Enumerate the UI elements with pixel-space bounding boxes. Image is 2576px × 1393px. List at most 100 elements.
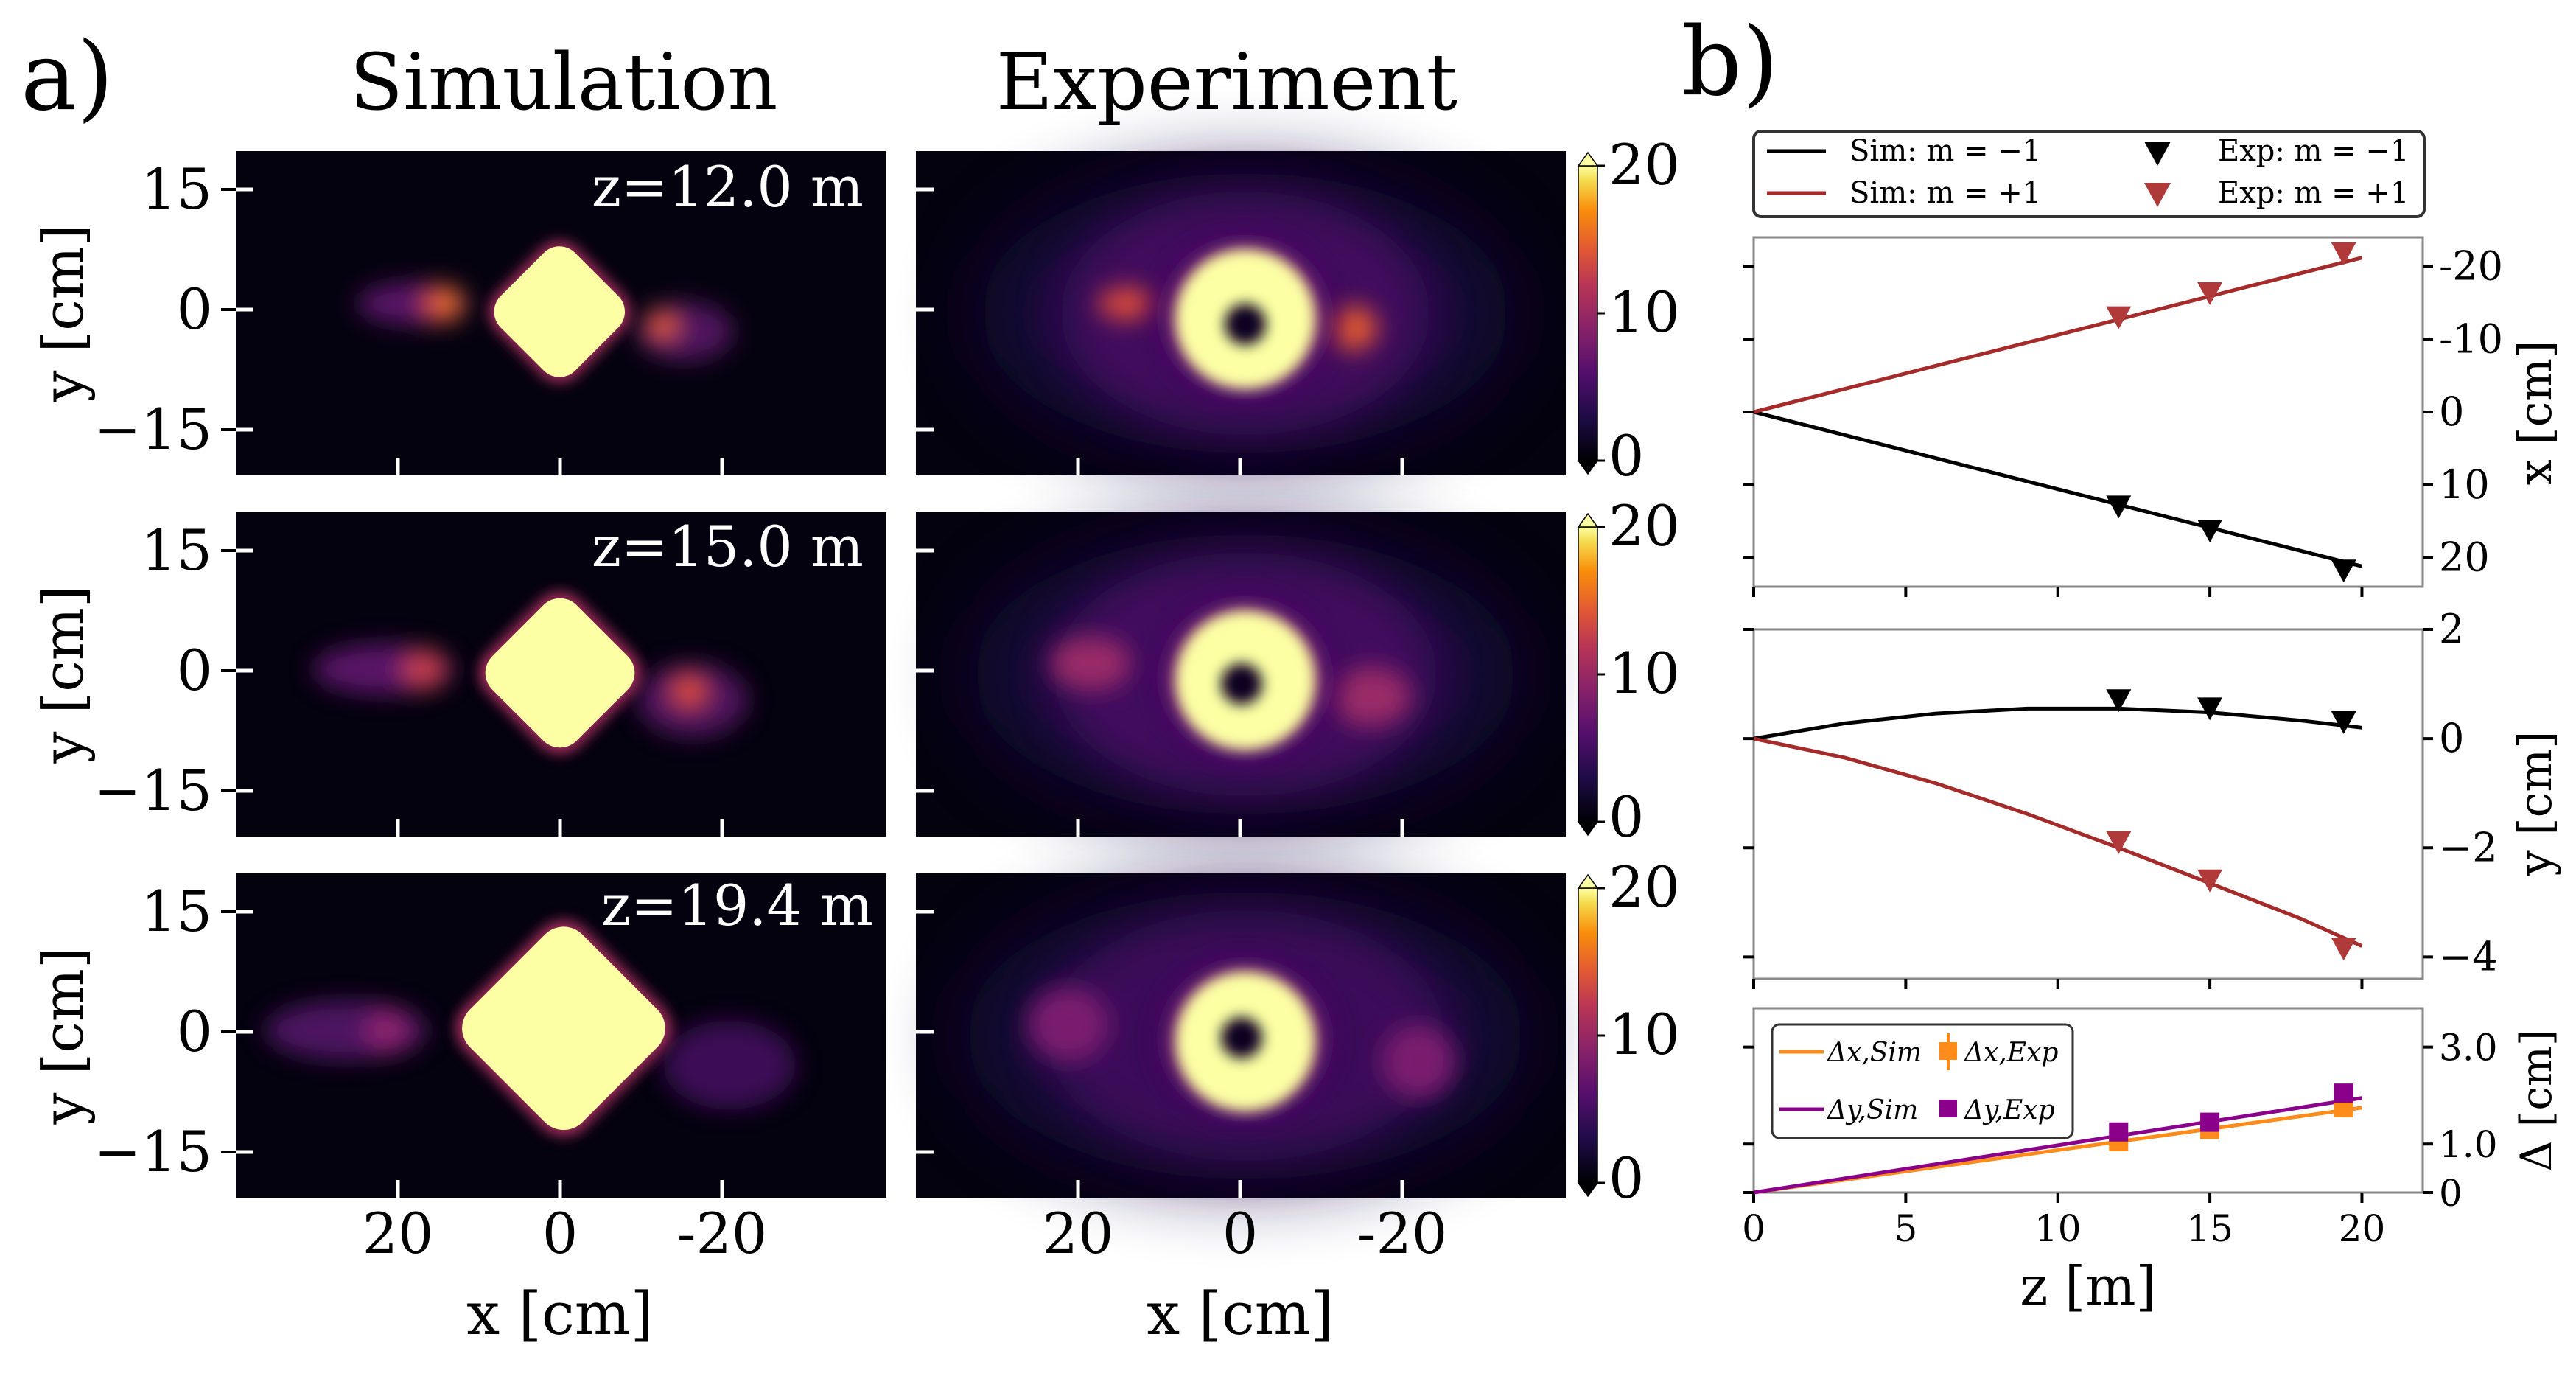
- y-axis-label-r2: y [cm]: [30, 585, 96, 764]
- ytick-label: −2: [2439, 824, 2498, 870]
- colorbar-row2: [1577, 512, 1599, 837]
- z-axis-label: z [m]: [2020, 1255, 2156, 1317]
- ytick-label: 10: [2439, 461, 2490, 508]
- heatmap-ticks: [236, 187, 1404, 1198]
- series-line: [1753, 736, 2363, 948]
- colorbar-tick-labels: 20 10 0 20 10 0 20 10 0: [1609, 132, 1680, 1211]
- simulation-title: Simulation: [350, 37, 778, 128]
- data-marker: [2106, 689, 2132, 713]
- panel-a-label: a): [21, 22, 113, 132]
- delta-plot: 0 1.0 3.0 0 5 10 15 20: [1742, 1027, 2497, 1250]
- data-marker: [2197, 282, 2223, 306]
- legend-delta: Δx,Sim Δx,Exp Δy,Sim Δy,Exp: [1771, 1023, 2074, 1139]
- xtick-exp-20: 20: [1043, 1201, 1114, 1266]
- ytick-15-r1: 15: [141, 156, 212, 222]
- data-marker: [2331, 938, 2356, 961]
- xtick-label: 5: [1894, 1207, 1917, 1250]
- series-line: [1753, 256, 2363, 414]
- z-label-row3: z=19.4 m: [601, 873, 873, 938]
- xtick-label: 0: [1742, 1207, 1765, 1250]
- ytick-0-r1: 0: [177, 276, 212, 342]
- y-ticks-outer: [221, 188, 236, 1153]
- y-plot-ylabel: y [cm]: [2508, 731, 2562, 877]
- ytick-label: 3.0: [2439, 1027, 2498, 1069]
- x-axis-label-sim: x [cm]: [466, 1279, 654, 1348]
- legend-text-sim-minus: Sim: m = −1: [1849, 134, 2041, 168]
- z-label-row2: z=15.0 m: [592, 514, 864, 579]
- legend-text-exp-minus: Exp: m = −1: [2218, 134, 2409, 168]
- series-line: [1753, 1096, 2362, 1195]
- legend-delta-marker-y: [1939, 1100, 1957, 1117]
- ytick-label: −4: [2439, 933, 2498, 980]
- panel-b-label: b): [1681, 7, 1779, 117]
- ytick-label: 1.0: [2439, 1123, 2498, 1166]
- xtick-label: 20: [2339, 1207, 2386, 1250]
- colorbar-row1: [1577, 151, 1599, 475]
- y-axis-label-r1: y [cm]: [30, 224, 96, 402]
- x-plot: -20 -10 0 10 20: [1743, 242, 2503, 597]
- cb3-20: 20: [1609, 854, 1680, 920]
- legend-marker-exp-minus: [2144, 142, 2171, 166]
- y-axis-label-r3: y [cm]: [30, 946, 96, 1125]
- panel-a: a) Simulation Experiment: [21, 22, 1680, 1348]
- sim-heatmap-z19: [236, 873, 886, 1198]
- xtick-label: 10: [2034, 1207, 2082, 1250]
- ytick-0-r3: 0: [177, 999, 212, 1064]
- data-marker: [2106, 306, 2132, 329]
- data-marker: [2106, 495, 2132, 519]
- data-marker: [2197, 869, 2223, 893]
- ytick-label: 0: [2439, 388, 2464, 435]
- ytick-m15-r2: −15: [94, 758, 212, 823]
- series-line: [1753, 410, 2363, 568]
- y-plot: 2 0 −2 −4: [1743, 606, 2498, 989]
- ytick-label: -20: [2439, 243, 2503, 290]
- data-marker: [2200, 1112, 2220, 1132]
- legend-text-exp-plus: Exp: m = +1: [2218, 176, 2409, 210]
- data-marker: [2334, 1083, 2353, 1103]
- data-marker: [2331, 559, 2356, 583]
- data-marker: [2197, 519, 2223, 542]
- data-marker: [2197, 697, 2223, 721]
- legend-top: Sim: m = −1 Sim: m = +1 Exp: m = −1 Exp:…: [1752, 130, 2426, 218]
- legend-marker-exp-plus: [2144, 183, 2171, 207]
- xtick-sim-20: 20: [363, 1201, 434, 1266]
- legend-delta-text-x-sim: Δx,Sim: [1826, 1038, 1922, 1068]
- sim-heatmap-z15: [236, 512, 886, 837]
- ytick-m15-r3: −15: [94, 1119, 212, 1184]
- cb2-10: 10: [1609, 640, 1680, 706]
- x-plot-ylabel: x [cm]: [2508, 341, 2562, 486]
- ytick-label: 0: [2439, 715, 2464, 761]
- x-axis-label-exp: x [cm]: [1147, 1279, 1334, 1348]
- ytick-m15-r1: −15: [94, 397, 212, 462]
- legend-delta-text-y-sim: Δy,Sim: [1826, 1095, 1918, 1125]
- z-label-row1: z=12.0 m: [592, 154, 864, 220]
- panel-b: b) Sim: m = −1 Sim: m = +1 Exp: m = −1 E…: [1681, 7, 2562, 1317]
- cb3-10: 10: [1609, 1002, 1680, 1067]
- data-marker: [2109, 1122, 2129, 1142]
- y-plot-frame: [1752, 628, 2424, 980]
- exp-heatmap-z12: [916, 151, 1566, 475]
- legend-delta-text-y-exp: Δy,Exp: [1963, 1095, 2055, 1125]
- cb1-20: 20: [1609, 132, 1680, 198]
- xtick-sim-m20: -20: [677, 1201, 767, 1266]
- ytick-label: 0: [2439, 1172, 2463, 1215]
- xtick-label: 15: [2186, 1207, 2233, 1250]
- sim-heatmap-z12: [236, 151, 886, 475]
- x-plot-frame: [1752, 236, 2424, 588]
- xtick-exp-m20: -20: [1357, 1201, 1447, 1266]
- colorbar-row3: [1577, 873, 1599, 1198]
- experiment-title: Experiment: [996, 37, 1457, 128]
- ytick-label: -10: [2439, 315, 2503, 362]
- delta-plot-ylabel: Δ [cm]: [2511, 1029, 2561, 1171]
- data-marker: [2106, 831, 2132, 854]
- exp-heatmap-z15: [916, 512, 1566, 837]
- data-marker: [2331, 242, 2356, 265]
- cb1-0: 0: [1609, 423, 1644, 489]
- cb2-20: 20: [1609, 493, 1680, 559]
- data-marker: [2331, 711, 2356, 734]
- xtick-exp-0: 0: [1222, 1201, 1258, 1266]
- delta-plot-frame: [1752, 1007, 2424, 1194]
- colorbar-ticks: [1597, 164, 1605, 1184]
- cb1-10: 10: [1609, 279, 1680, 345]
